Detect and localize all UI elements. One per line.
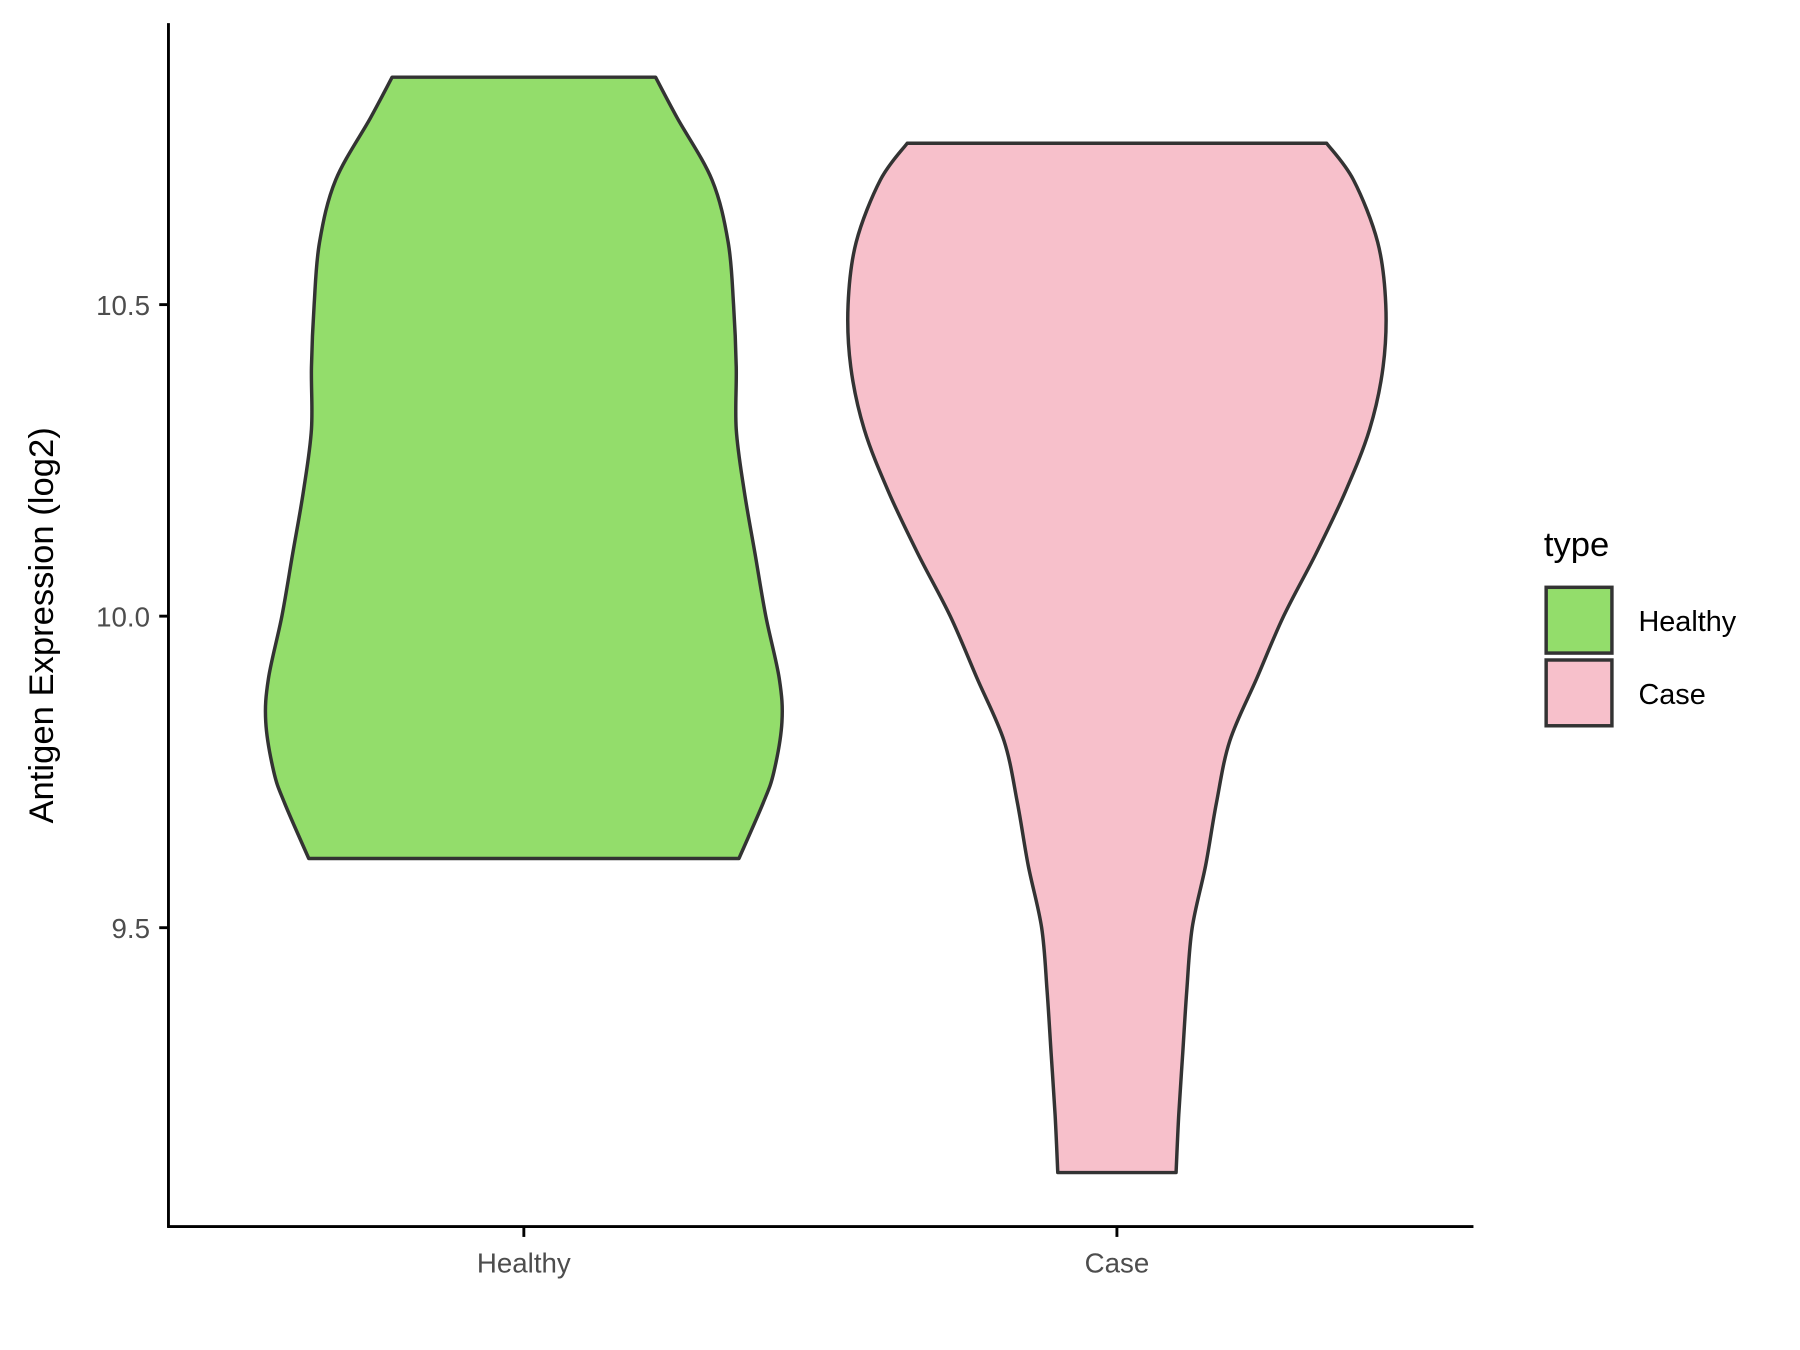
legend-label: Healthy [1638, 606, 1736, 638]
violin-case [846, 141, 1388, 1175]
violins [263, 75, 1388, 1175]
x-tick-label: Case [1085, 1248, 1150, 1279]
legend-title: type [1544, 526, 1609, 564]
x-ticks: Healthy Case [477, 1226, 1150, 1279]
x-tick-label: Healthy [477, 1248, 571, 1279]
y-axis-title: Antigen Expression (log2) [23, 427, 61, 823]
legend-key-case [1544, 658, 1614, 728]
y-tick-label: 10.5 [96, 290, 150, 321]
violin-healthy [263, 75, 785, 861]
legend-label: Case [1638, 679, 1705, 711]
legend-key-healthy [1544, 585, 1614, 655]
y-tick-label: 10.0 [96, 602, 150, 633]
y-ticks: 9.5 10.0 10.5 [96, 290, 169, 944]
y-tick-label: 9.5 [112, 913, 151, 944]
legend: type Healthy Case [1544, 526, 1737, 728]
